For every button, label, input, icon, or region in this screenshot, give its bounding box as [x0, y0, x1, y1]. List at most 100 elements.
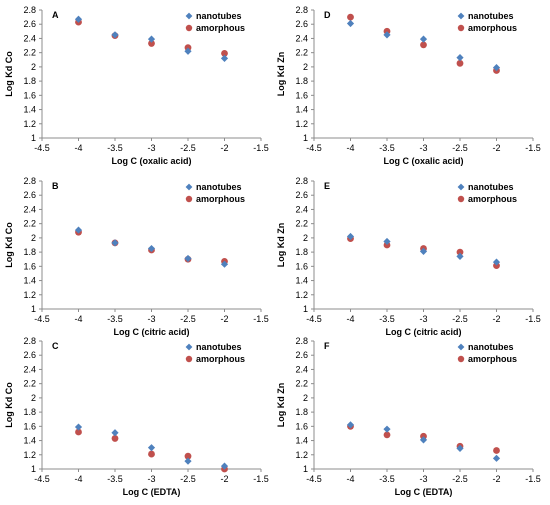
nanotubes-point	[111, 239, 119, 247]
y-tick-label: 2.2	[295, 48, 308, 58]
panel-d: 1 1.2 1.4 1.6 1.8 2 2.2 2.4 2.6 2.8 -4.5 -4 -3.5 -3 -2…	[276, 5, 541, 166]
nanotubes-point	[383, 425, 391, 433]
nanotubes-point	[419, 436, 428, 444]
legend-label-nanotubes: nanotubes	[196, 182, 242, 192]
y-tick-label: 1.8	[295, 247, 308, 257]
x-axis-title: Log C (oxalic acid)	[111, 156, 191, 166]
y-tick-label: 1	[303, 464, 308, 474]
panel-label: B	[52, 181, 59, 191]
x-tick-label: -3	[147, 143, 155, 153]
y-tick-label: 2.8	[23, 336, 36, 346]
x-tick-label: -3.5	[107, 474, 123, 484]
nanotubes-point	[492, 454, 501, 462]
y-tick-label: 1.2	[23, 119, 36, 129]
y-tick-label: 1.8	[23, 407, 36, 417]
nanotubes-point	[74, 15, 83, 23]
nanotubes-point	[111, 31, 119, 39]
legend-label-nanotubes: nanotubes	[196, 11, 242, 21]
nanotubes-point	[220, 260, 229, 268]
y-tick-label: 1.2	[295, 450, 308, 460]
x-tick-label: -4.5	[306, 314, 322, 324]
y-tick-label: 1.4	[295, 105, 308, 115]
y-tick-label: 2.2	[23, 219, 36, 229]
x-tick-label: -2	[220, 143, 228, 153]
nanotubes-point	[456, 252, 464, 260]
x-tick-label: -2	[220, 474, 228, 484]
y-tick-label: 1.4	[295, 436, 308, 446]
legend-label-amorphous: amorphous	[196, 194, 245, 204]
y-tick-label: 2.6	[295, 350, 308, 360]
x-tick-label: -2	[492, 314, 500, 324]
x-tick-label: -4	[346, 474, 354, 484]
amorphous-point	[148, 40, 155, 47]
x-tick-label: -3.5	[379, 474, 395, 484]
panel-a: 1 1.2 1.4 1.6 1.8 2 2.2 2.4 2.6 2.8 -4.5 -4 -3.5 -3 -2…	[4, 5, 269, 166]
y-tick-label: 2.8	[23, 5, 36, 15]
nanotubes-point	[383, 237, 391, 246]
x-tick-label: -1.5	[253, 314, 269, 324]
x-tick-label: -4.5	[306, 474, 322, 484]
y-tick-label: 1.4	[23, 436, 36, 446]
y-tick-label: 1.4	[23, 105, 36, 115]
y-tick-label: 1.2	[295, 119, 308, 129]
legend-amorphous-marker	[457, 195, 465, 203]
x-tick-label: -3.5	[379, 314, 395, 324]
x-tick-label: -1.5	[525, 474, 541, 484]
y-tick-label: 2.8	[295, 176, 308, 186]
y-axis-title: Log Kd Zn	[276, 52, 286, 97]
x-tick-label: -2.5	[452, 474, 468, 484]
y-tick-label: 1.2	[23, 450, 36, 460]
x-axis-title: Log C (citric acid)	[113, 327, 189, 337]
y-tick-label: 2.8	[295, 5, 308, 15]
x-axis-title: Log C (EDTA)	[123, 487, 181, 497]
x-tick-label: -4.5	[34, 143, 50, 153]
y-tick-label: 2.4	[23, 33, 36, 43]
nanotubes-point	[346, 19, 355, 28]
legend-label-nanotubes: nanotubes	[468, 11, 514, 21]
amorphous-point	[111, 435, 119, 442]
y-tick-label: 2	[303, 62, 308, 72]
x-tick-label: -4.5	[34, 314, 50, 324]
y-tick-label: 1	[31, 133, 36, 143]
y-axis-title: Log Kd Co	[4, 382, 14, 428]
y-tick-label: 2.6	[295, 190, 308, 200]
x-tick-label: -1.5	[253, 474, 269, 484]
x-tick-label: -3	[419, 314, 427, 324]
amorphous-point	[75, 428, 82, 436]
y-tick-label: 2.8	[23, 176, 36, 186]
y-axis-title: Log Kd Zn	[276, 223, 286, 268]
legend-nanotubes-marker	[185, 12, 193, 20]
nanotubes-point	[111, 429, 119, 437]
y-tick-label: 2.6	[23, 190, 36, 200]
nanotubes-point	[74, 423, 83, 431]
y-tick-label: 2.2	[23, 48, 36, 58]
nanotubes-point	[456, 444, 464, 452]
y-tick-label: 2	[303, 233, 308, 243]
y-tick-label: 1.6	[295, 90, 308, 100]
y-tick-label: 1.6	[23, 90, 36, 100]
y-tick-label: 1.6	[23, 261, 36, 271]
legend-amorphous-marker	[185, 195, 193, 203]
x-tick-label: -4	[74, 314, 82, 324]
x-tick-label: -2	[492, 474, 500, 484]
x-tick-label: -3	[419, 143, 427, 153]
legend-label-nanotubes: nanotubes	[196, 342, 242, 352]
y-tick-label: 1	[31, 304, 36, 314]
x-tick-label: -1.5	[525, 143, 541, 153]
panel-b: 1 1.2 1.4 1.6 1.8 2 2.2 2.4 2.6 2.8 -4.5 -4 -3.5 -3 -2…	[4, 176, 269, 337]
y-tick-label: 2	[303, 393, 308, 403]
panel-label: E	[324, 181, 330, 191]
y-tick-label: 1.4	[23, 276, 36, 286]
legend-label-amorphous: amorphous	[468, 194, 517, 204]
nanotubes-point	[346, 232, 355, 241]
legend-nanotubes-marker	[457, 343, 465, 351]
y-tick-label: 2.4	[295, 33, 308, 43]
nanotubes-point	[147, 35, 156, 43]
x-tick-label: -3.5	[379, 143, 395, 153]
y-tick-label: 1	[303, 133, 308, 143]
nanotubes-point	[74, 226, 83, 234]
y-tick-label: 2.4	[23, 204, 36, 214]
legend-label-amorphous: amorphous	[468, 23, 517, 33]
x-tick-label: -2.5	[180, 474, 196, 484]
x-tick-label: -4.5	[34, 474, 50, 484]
